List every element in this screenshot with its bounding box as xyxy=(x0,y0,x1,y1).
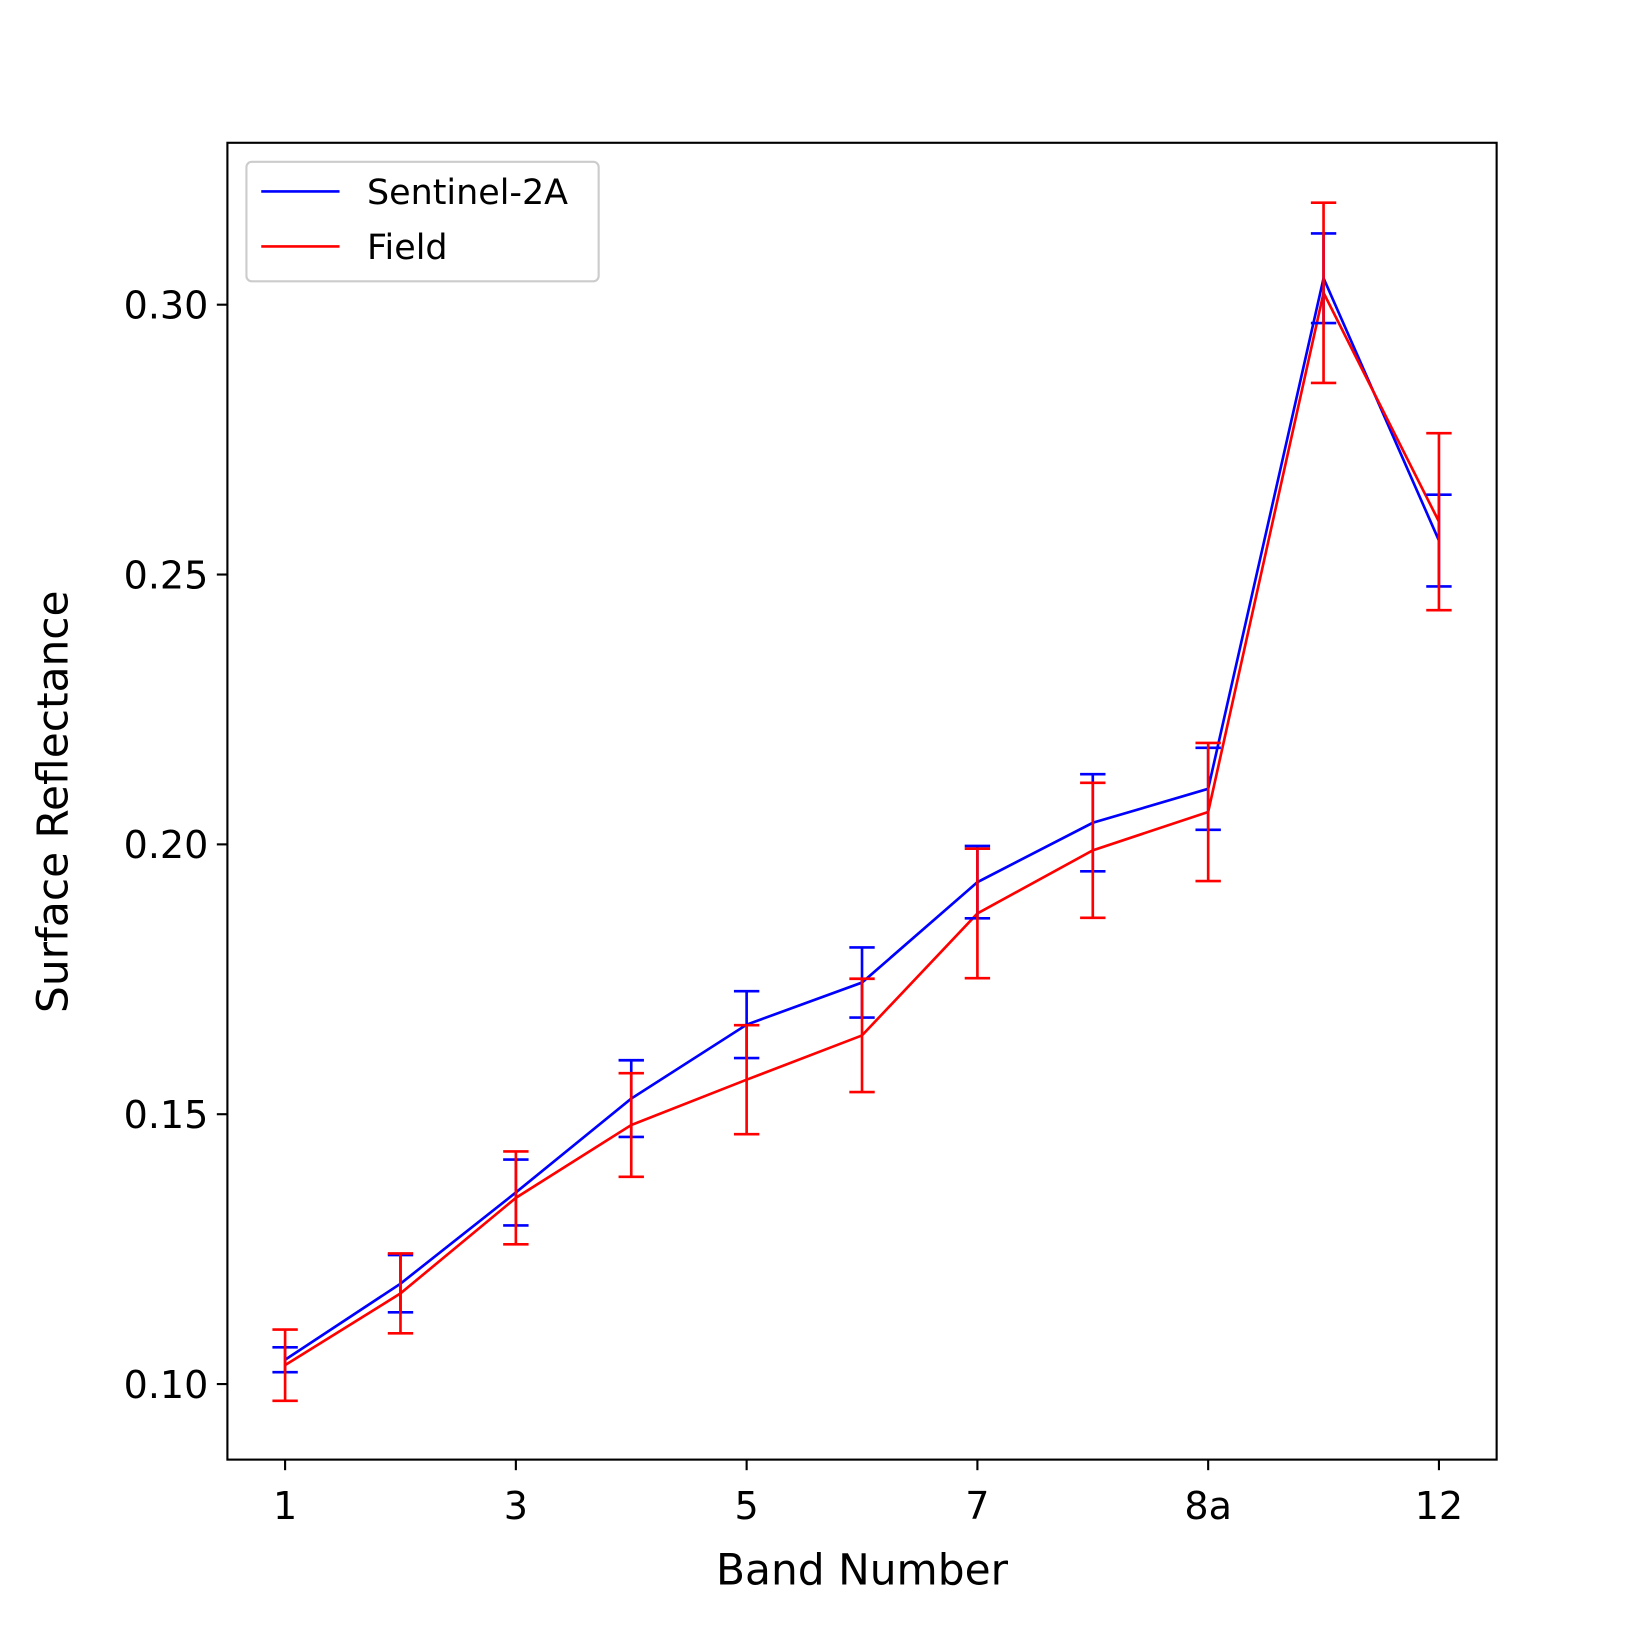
x-tick-label: 1 xyxy=(273,1484,297,1528)
y-tick-label: 0.30 xyxy=(124,283,209,327)
y-axis-label: Surface Reflectance xyxy=(29,590,78,1013)
axes-frame xyxy=(226,141,1498,1461)
y-tick-label: 0.10 xyxy=(124,1363,209,1407)
x-axis-label: Band Number xyxy=(716,1545,1009,1594)
legend-label: Field xyxy=(367,228,448,268)
x-tick-label: 7 xyxy=(965,1484,989,1528)
legend-label: Sentinel-2A xyxy=(367,173,568,213)
y-tick-label: 0.20 xyxy=(124,823,209,867)
x-tick-label: 12 xyxy=(1415,1484,1463,1528)
x-tick-label: 8a xyxy=(1184,1484,1232,1528)
y-tick-label: 0.15 xyxy=(124,1093,209,1137)
y-tick-label: 0.25 xyxy=(124,553,209,597)
x-tick-label: 5 xyxy=(735,1484,759,1528)
x-tick-label: 3 xyxy=(504,1484,528,1528)
